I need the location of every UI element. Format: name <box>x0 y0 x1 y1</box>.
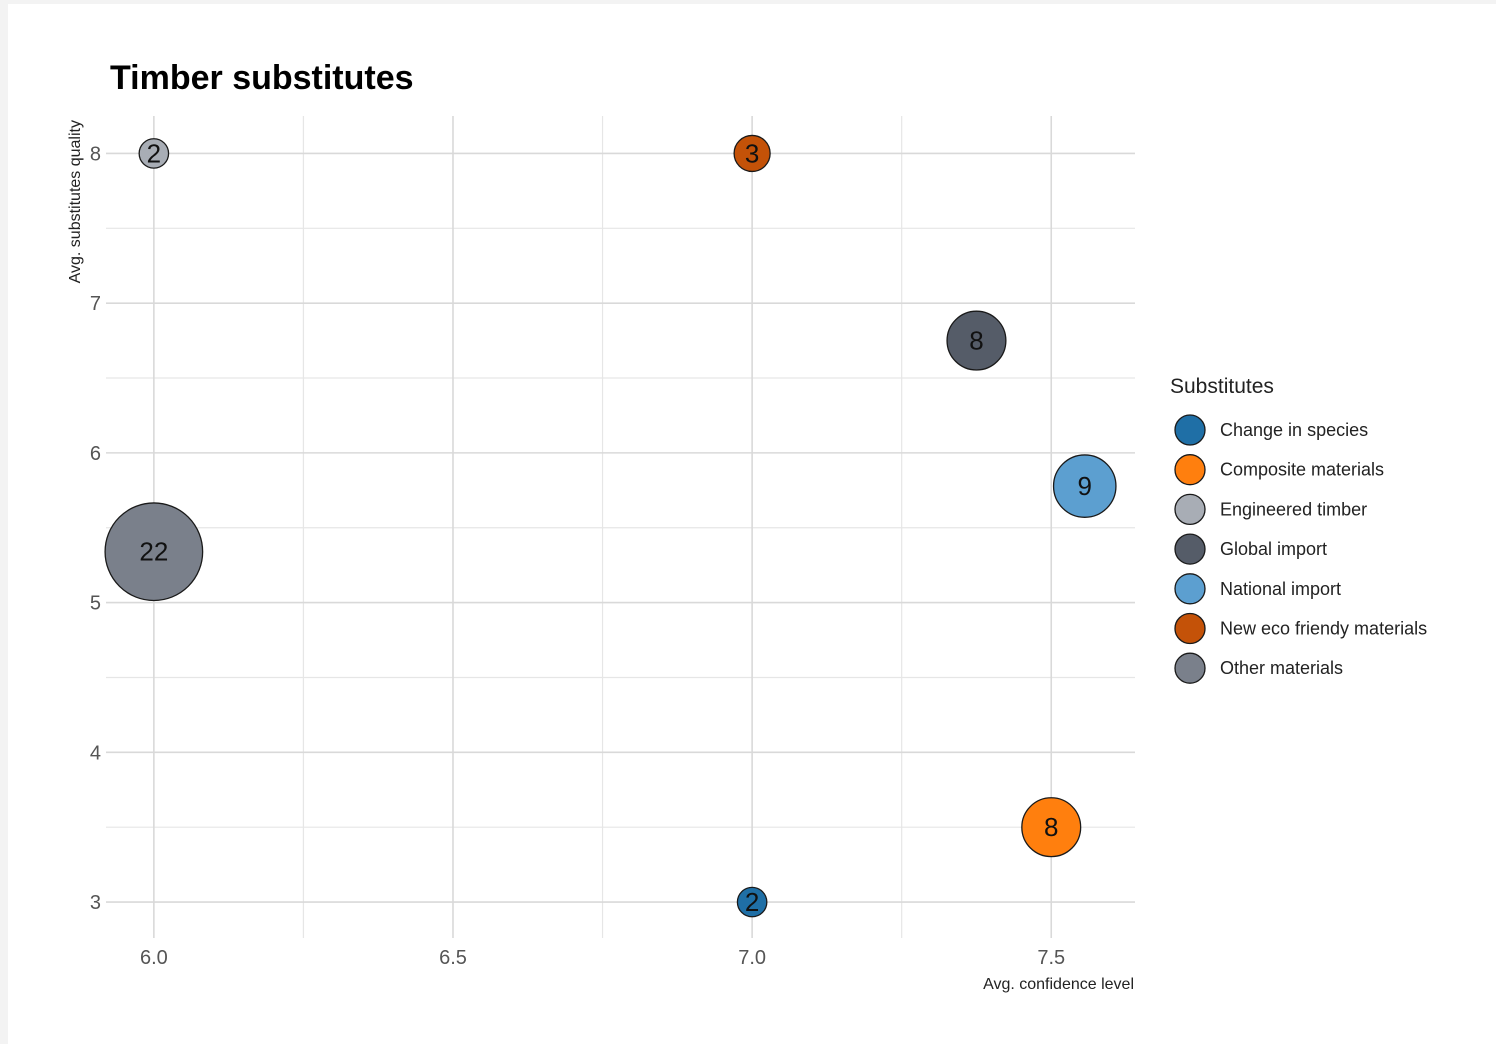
legend-label: National import <box>1220 579 1341 599</box>
bubble-count-label: 8 <box>969 326 983 356</box>
y-tick-label: 5 <box>90 593 101 615</box>
bubble-point <box>733 134 771 173</box>
legend-label: Other materials <box>1220 658 1343 678</box>
x-tick-label: 6.0 <box>140 947 168 969</box>
x-tick-label: 7.5 <box>1037 947 1065 969</box>
bubble-point <box>138 138 170 169</box>
bubble-point <box>104 502 204 602</box>
y-tick-label: 7 <box>90 293 101 315</box>
legend-swatch <box>1174 612 1206 645</box>
chart-title: Timber substitutes <box>110 59 414 97</box>
x-tick-label: 7.0 <box>738 947 766 969</box>
bubble-point <box>736 886 768 918</box>
grid <box>106 116 1135 938</box>
legend-label: Global import <box>1220 539 1327 559</box>
bubble-count-label: 2 <box>745 887 759 917</box>
legend-swatch <box>1174 493 1206 526</box>
legend: Substitutes Change in species Composite m… <box>1170 375 1427 684</box>
y-tick-label: 3 <box>90 892 101 914</box>
x-tick-label: 6.5 <box>439 947 467 969</box>
bubble-count-label: 2 <box>147 138 161 168</box>
bubble-chart: Timber substitutes 6.0 6.5 7.0 7.5 3 4 5 6 7 8 A… <box>67 59 1427 993</box>
legend-label: Change in species <box>1220 420 1368 440</box>
y-axis-ticks: 3 4 5 6 7 8 <box>90 143 101 914</box>
y-axis-label: Avg. substitutes quality <box>67 120 84 283</box>
bubble-point <box>1052 454 1117 518</box>
legend-swatch <box>1174 414 1206 446</box>
y-tick-label: 4 <box>90 742 101 764</box>
legend-label: Composite materials <box>1220 460 1384 480</box>
bubble-count-label: 9 <box>1078 471 1092 501</box>
legend-swatch <box>1174 573 1206 605</box>
bubble-count-label: 3 <box>745 138 759 168</box>
bubble-count-label: 8 <box>1044 812 1058 842</box>
legend-label: Engineered timber <box>1220 499 1367 519</box>
y-tick-label: 8 <box>90 143 101 165</box>
legend-items: Change in species Composite materials Engi… <box>1174 414 1427 684</box>
legend-title: Substitutes <box>1170 375 1274 398</box>
legend-swatch <box>1174 533 1206 565</box>
bubble-count-label: 22 <box>139 537 168 567</box>
x-axis-ticks: 6.0 6.5 7.0 7.5 <box>140 947 1065 969</box>
legend-swatch <box>1174 454 1206 486</box>
bubble-point <box>1021 797 1082 858</box>
bubble-point <box>946 310 1007 371</box>
legend-label: New eco friendy materials <box>1220 619 1427 639</box>
y-tick-label: 6 <box>90 443 101 465</box>
chart-panel: Timber substitutes 6.0 6.5 7.0 7.5 3 4 5 6 7 8 A… <box>8 4 1496 1044</box>
legend-swatch <box>1174 652 1206 684</box>
x-axis-label: Avg. confidence level <box>983 976 1134 993</box>
